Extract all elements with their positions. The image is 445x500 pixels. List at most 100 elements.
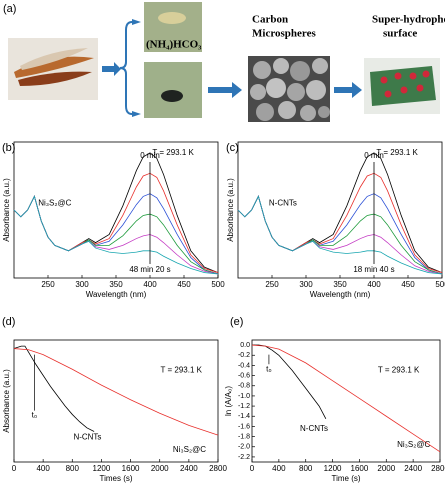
annotation: Ni₃S₂@C [397, 440, 430, 449]
annotation: 48 min 20 s [129, 265, 170, 274]
series-line [237, 152, 443, 273]
y-tick-label: -0.4 [238, 362, 250, 369]
y-axis-label: Absorbance (a.u.) [2, 178, 11, 242]
series-line [237, 195, 443, 275]
x-tick-label: 450 [177, 280, 191, 289]
x-tick-label: 400 [36, 464, 50, 473]
x-tick-label: 300 [75, 280, 89, 289]
series-line [13, 195, 219, 275]
plot-frame [251, 339, 441, 463]
series-line [237, 195, 443, 275]
arrow [132, 111, 141, 117]
y-tick-label: -0.6 [238, 372, 250, 379]
x-tick-label: 250 [265, 280, 279, 289]
annotation: 18 min 40 s [353, 265, 394, 274]
y-axis-label: ln (A/A₀) [224, 386, 233, 416]
x-tick-label: 450 [401, 280, 415, 289]
panel-label: (a) [3, 3, 16, 15]
series-line [13, 195, 219, 275]
series-line [251, 344, 441, 453]
y-axis-label: Absorbance (a.u.) [226, 178, 235, 242]
x-tick-label: 300 [299, 280, 313, 289]
y-tick-label: 0.0 [240, 342, 250, 349]
x-tick-label: 2000 [151, 464, 169, 473]
series-line [13, 345, 95, 432]
x-tick-label: 0 [250, 464, 255, 473]
sem-photo [248, 56, 330, 122]
annotation: N-CNTs [269, 198, 297, 207]
reagent-label: (NH₄)HCO₃ [146, 39, 202, 51]
x-tick-label: 500 [211, 280, 225, 289]
series-line [13, 348, 219, 436]
panel-label: (b) [2, 142, 15, 154]
y-tick-label: -1.2 [238, 403, 250, 410]
panel-label: (e) [230, 316, 243, 328]
x-tick-label: 800 [66, 464, 80, 473]
panel-label: (d) [2, 316, 15, 328]
y-tick-label: -2.0 [238, 444, 250, 451]
x-axis-label: Wavelength (nm) [86, 290, 147, 299]
x-tick-label: 2400 [180, 464, 198, 473]
y-tick-label: -1.8 [238, 433, 250, 440]
plot-frame [13, 339, 219, 463]
x-axis-label: Wavelength (nm) [310, 290, 371, 299]
annotation: Ni₃S₂@C [173, 445, 206, 454]
series-line [13, 195, 219, 275]
x-tick-label: 400 [143, 280, 157, 289]
x-tick-label: 2800 [209, 464, 227, 473]
x-tick-label: 0 [12, 464, 17, 473]
y-tick-label: -1.0 [238, 393, 250, 400]
x-tick-label: 350 [333, 280, 347, 289]
y-tick-label: -1.4 [238, 413, 250, 420]
x-tick-label: 1600 [122, 464, 140, 473]
x-tick-label: 1200 [93, 464, 111, 473]
x-tick-label: 2400 [404, 464, 422, 473]
annotation: t₀ [32, 411, 38, 420]
y-tick-label: -0.2 [238, 352, 250, 359]
y-tick-label: -2.2 [238, 454, 250, 461]
series-line [252, 344, 327, 419]
product-label: Carbon [252, 14, 288, 26]
x-tick-label: 2800 [431, 464, 445, 473]
feather-photo [8, 38, 98, 100]
bracket [119, 21, 133, 115]
result-label: surface [383, 28, 417, 40]
series-line [13, 152, 219, 273]
x-tick-label: 250 [41, 280, 55, 289]
arrow [334, 82, 362, 98]
y-tick-label: -0.8 [238, 383, 250, 390]
annotation: T = 293.1 K [152, 148, 194, 157]
x-tick-label: 350 [109, 280, 123, 289]
surface-photo [364, 58, 440, 114]
carbon-powder-photo [144, 62, 202, 118]
annotation: N-CNTs [300, 424, 328, 433]
annotation: 0 min [140, 151, 160, 160]
y-tick-label: -1.6 [238, 423, 250, 430]
x-tick-label: 400 [367, 280, 381, 289]
annotation: 0 min [364, 151, 384, 160]
x-tick-label: 500 [435, 280, 445, 289]
product-label: Microspheres [252, 28, 316, 40]
x-tick-label: 1200 [324, 464, 342, 473]
x-tick-label: 1600 [351, 464, 369, 473]
y-axis-label: Absorbance (a.u.) [2, 369, 11, 433]
annotation: T = 293.1 K [376, 148, 418, 157]
annotation: T = 293.1 K [161, 366, 203, 375]
arrow [102, 62, 121, 76]
powder-photo [144, 2, 202, 52]
annotation: N-CNTs [73, 433, 101, 442]
annotation: T = 293.1 K [378, 366, 420, 375]
x-axis-label: Times (s) [99, 474, 132, 483]
series-line [237, 195, 443, 275]
x-tick-label: 800 [299, 464, 313, 473]
x-tick-label: 2000 [377, 464, 395, 473]
panel-label: (c) [226, 142, 239, 154]
result-label: Super-hydrophobic [372, 14, 445, 26]
x-axis-label: Time (s) [331, 474, 360, 483]
arrow [132, 19, 141, 25]
annotation: Ni₃S₂@C [38, 198, 71, 207]
annotation: t₀ [266, 364, 272, 373]
x-tick-label: 400 [272, 464, 286, 473]
arrow [208, 82, 242, 98]
